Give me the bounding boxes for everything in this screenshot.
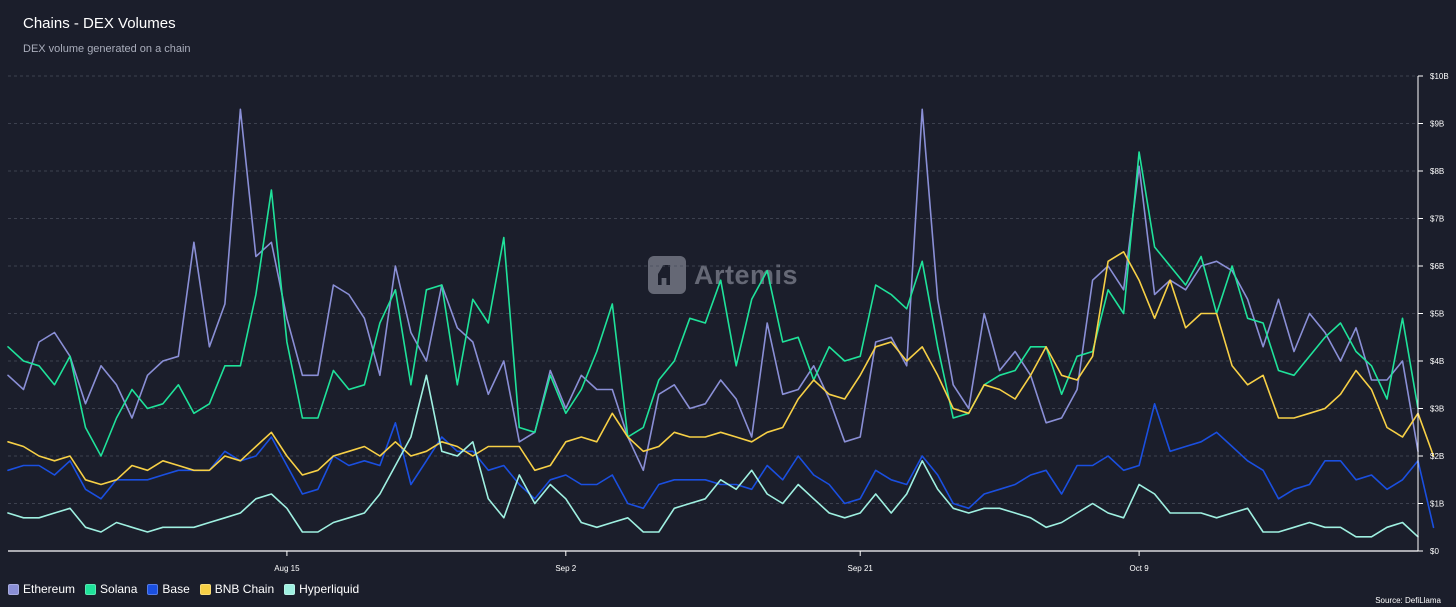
legend: Ethereum Solana Base BNB Chain Hyperliqu… xyxy=(8,582,359,596)
series-line-solana[interactable] xyxy=(7,151,1419,457)
legend-item-ethereum[interactable]: Ethereum xyxy=(8,582,75,596)
y-tick-label: $9B xyxy=(1430,120,1444,129)
legend-item-solana[interactable]: Solana xyxy=(85,582,137,596)
x-tick-label: Oct 9 xyxy=(1130,564,1150,573)
y-tick-label: $4B xyxy=(1430,357,1444,366)
legend-item-base[interactable]: Base xyxy=(147,582,190,596)
series-layer xyxy=(7,108,1435,538)
y-tick-label: $1B xyxy=(1430,500,1444,509)
series-line-bnb-chain[interactable] xyxy=(7,251,1435,486)
legend-swatch-hyperliquid xyxy=(284,583,296,595)
y-tick-label: $3B xyxy=(1430,405,1444,414)
legend-swatch-base xyxy=(147,583,159,595)
legend-swatch-ethereum xyxy=(8,583,19,595)
source-note: Source: DefiLlama xyxy=(1375,596,1441,605)
chart-subtitle: DEX volume generated on a chain xyxy=(23,43,191,55)
y-tick-label: $8B xyxy=(1430,167,1444,176)
y-tick-label: $10B xyxy=(1430,72,1449,81)
x-tick-label: Sep 2 xyxy=(555,564,576,573)
y-tick-label: $7B xyxy=(1430,215,1444,224)
y-tick-label: $0 xyxy=(1430,547,1439,556)
series-line-hyperliquid[interactable] xyxy=(7,374,1419,538)
series-line-ethereum[interactable] xyxy=(7,108,1419,472)
grid-layer xyxy=(8,75,1418,504)
y-tick-label: $5B xyxy=(1430,310,1444,319)
legend-item-bnb-chain[interactable]: BNB Chain xyxy=(199,582,275,596)
legend-label-hyperliquid: Hyperliquid xyxy=(299,582,360,596)
watermark-text: Artemis xyxy=(694,259,799,290)
legend-label-ethereum: Ethereum xyxy=(23,582,76,596)
watermark: Artemis xyxy=(648,256,798,294)
legend-item-hyperliquid[interactable]: Hyperliquid xyxy=(284,582,359,596)
y-tick-label: $6B xyxy=(1430,262,1444,271)
series-line-base[interactable] xyxy=(7,402,1435,529)
legend-label-bnb-chain: BNB Chain xyxy=(214,582,275,596)
legend-label-solana: Solana xyxy=(100,582,138,596)
chart-title: Chains - DEX Volumes xyxy=(23,15,176,32)
legend-swatch-bnb-chain xyxy=(199,583,211,595)
legend-label-base: Base xyxy=(162,582,190,596)
y-tick-label: $2B xyxy=(1430,452,1444,461)
legend-swatch-solana xyxy=(85,583,97,595)
x-tick-label: Sep 21 xyxy=(848,564,874,573)
axis-layer: $0 $1B $2B $3B $4B $5B $6B $7B $8B $9B $10B Aug 15 S… xyxy=(8,72,1449,573)
x-tick-label: Aug 15 xyxy=(274,564,300,573)
artemis-logo-icon xyxy=(648,256,686,294)
